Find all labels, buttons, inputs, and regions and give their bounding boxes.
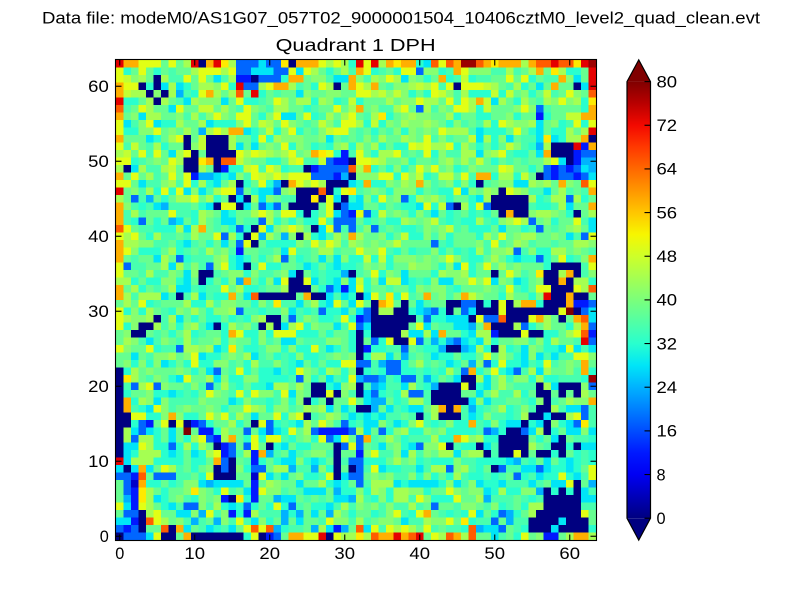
- svg-text:20: 20: [88, 378, 109, 396]
- svg-text:48: 48: [657, 248, 678, 266]
- svg-text:60: 60: [559, 545, 580, 563]
- svg-text:0: 0: [657, 510, 666, 528]
- svg-text:50: 50: [88, 153, 109, 171]
- svg-text:40: 40: [88, 228, 109, 246]
- svg-text:Data file: modeM0/AS1G07_057T0: Data file: modeM0/AS1G07_057T02_90000015…: [42, 10, 761, 28]
- svg-text:0: 0: [115, 545, 124, 563]
- svg-text:30: 30: [334, 545, 355, 563]
- svg-text:56: 56: [657, 204, 678, 222]
- svg-text:60: 60: [88, 78, 109, 96]
- svg-text:10: 10: [184, 545, 205, 563]
- svg-text:20: 20: [259, 545, 280, 563]
- svg-text:Quadrant 1 DPH: Quadrant 1 DPH: [276, 35, 436, 55]
- svg-text:10: 10: [88, 453, 109, 471]
- svg-text:72: 72: [657, 117, 678, 135]
- svg-text:24: 24: [657, 379, 678, 397]
- svg-text:40: 40: [409, 545, 430, 563]
- svg-text:0: 0: [100, 528, 109, 546]
- svg-text:8: 8: [657, 466, 666, 484]
- svg-text:16: 16: [657, 423, 678, 441]
- svg-text:40: 40: [657, 292, 678, 310]
- svg-text:30: 30: [88, 303, 109, 321]
- svg-text:80: 80: [657, 73, 678, 91]
- svg-text:64: 64: [657, 161, 678, 179]
- svg-text:32: 32: [657, 335, 678, 353]
- svg-text:50: 50: [484, 545, 505, 563]
